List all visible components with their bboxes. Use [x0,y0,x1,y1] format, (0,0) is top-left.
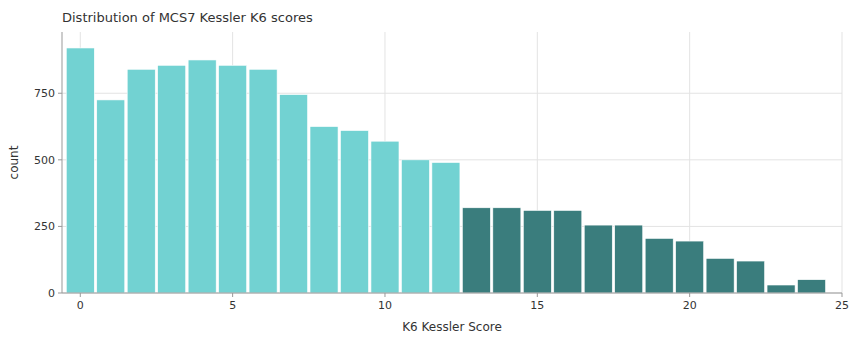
grid [62,32,842,293]
x-tick [232,293,233,297]
y-tick-label: 750 [34,87,55,100]
bar [310,127,338,293]
bar [401,160,429,293]
bar [584,225,612,293]
bar [371,141,399,293]
bar [615,225,643,293]
y-axis-line [62,32,63,293]
x-tick [80,293,81,297]
title: Distribution of MCS7 Kessler K6 scores [62,10,313,25]
y-tick [58,93,62,94]
bar [462,208,490,293]
x-tick-label: 25 [835,299,849,312]
y-tick-label: 250 [34,220,55,233]
y-axis-label: count [7,145,21,179]
x-tick-label: 5 [229,299,236,312]
y-tick [58,226,62,227]
bar [523,210,551,293]
bar [737,261,765,293]
bar [706,258,734,293]
bar [66,48,94,293]
y-tick [58,293,62,294]
bar [97,100,125,293]
bar [676,241,704,293]
bar [493,208,521,293]
bars [66,48,825,293]
x-tick-label: 15 [530,299,544,312]
bar [798,280,826,293]
x-tick-label: 20 [683,299,697,312]
chart: 0 250 500 750 0 5 10 15 20 25 Distribution of MCS7… [0,0,864,339]
x-axis-line [62,293,842,294]
x-tick-label: 0 [77,299,84,312]
bar [340,131,368,293]
x-grid-line [842,32,843,293]
bar [249,69,277,293]
bar [554,210,582,293]
bar [188,60,216,293]
bar [767,285,795,293]
x-tick [537,293,538,297]
x-tick-label: 10 [378,299,392,312]
bar [219,65,247,293]
bar [158,65,186,293]
y-grid-line [62,293,842,294]
x-axis-label: K6 Kessler Score [402,320,502,334]
y-tick-label: 0 [48,287,55,300]
x-tick [842,293,843,297]
bar [280,95,308,293]
y-tick-label: 500 [34,154,55,167]
bar [645,238,673,293]
bar [127,69,155,293]
axes: 0 250 500 750 0 5 10 15 20 25 [34,32,849,312]
x-tick [384,293,385,297]
y-tick [58,159,62,160]
x-tick [689,293,690,297]
bar [432,163,460,294]
